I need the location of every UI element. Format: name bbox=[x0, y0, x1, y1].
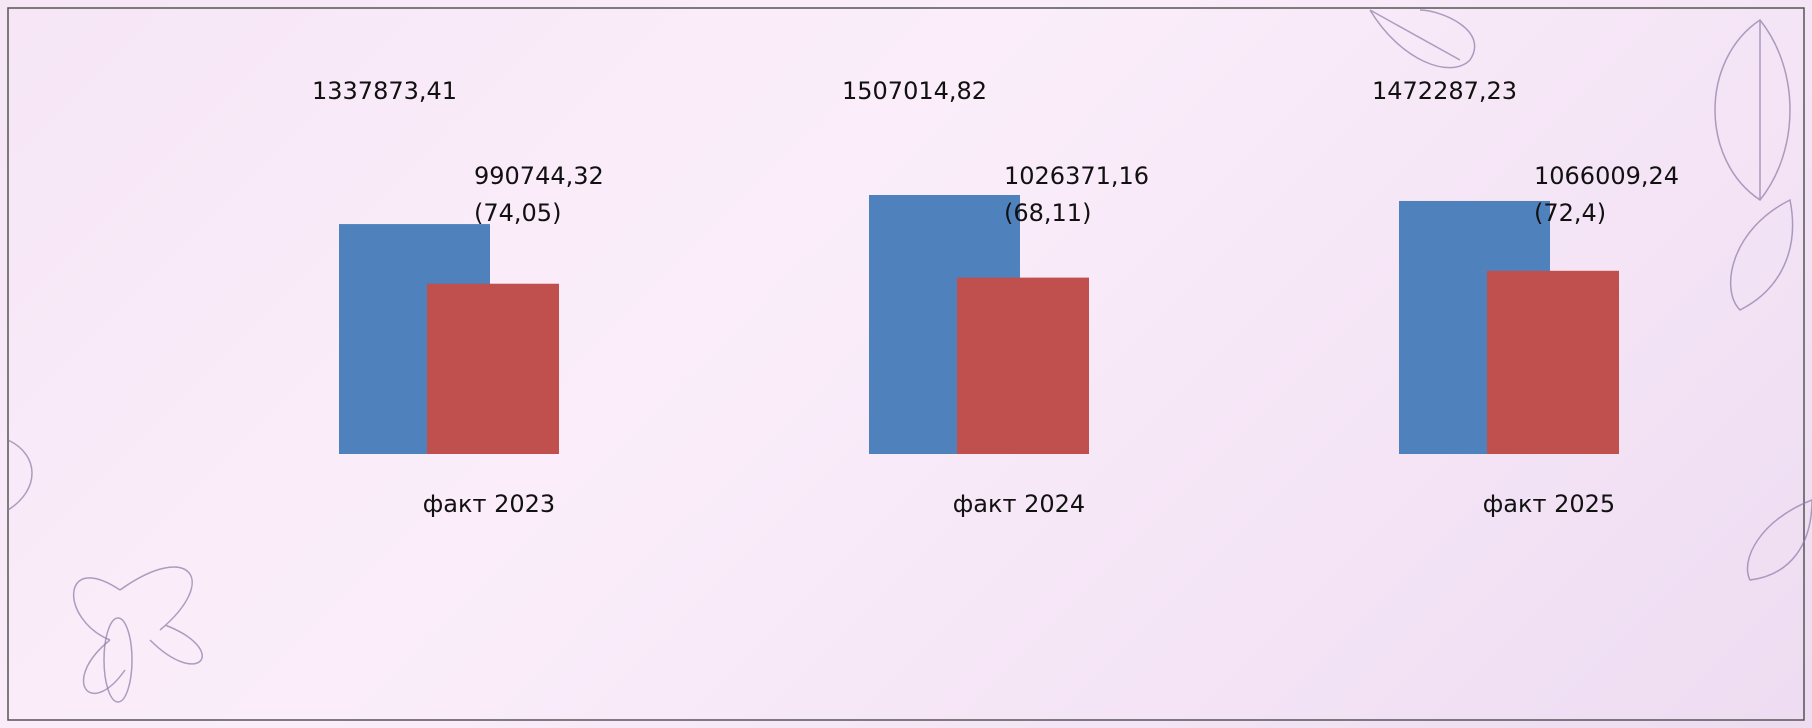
x-tick-label: факт 2024 bbox=[953, 490, 1085, 518]
data-label: 1066009,24 bbox=[1534, 162, 1679, 190]
data-label: 1472287,23 bbox=[1372, 77, 1517, 105]
x-tick-label: факт 2023 bbox=[423, 490, 555, 518]
data-label: 1507014,82 bbox=[842, 77, 987, 105]
bar bbox=[1487, 270, 1619, 454]
data-label: 1337873,41 bbox=[312, 77, 457, 105]
decoration bbox=[7, 9, 1812, 703]
slide-frame bbox=[7, 7, 1805, 721]
data-label: 990744,32 bbox=[474, 162, 604, 190]
percent-label: (74,05) bbox=[474, 199, 561, 227]
bar bbox=[957, 277, 1089, 454]
bar bbox=[427, 283, 559, 454]
percent-label: (68,11) bbox=[1004, 199, 1091, 227]
data-label: 1026371,16 bbox=[1004, 162, 1149, 190]
x-tick-label: факт 2025 bbox=[1483, 490, 1615, 518]
percent-label: (72,4) bbox=[1534, 199, 1606, 227]
